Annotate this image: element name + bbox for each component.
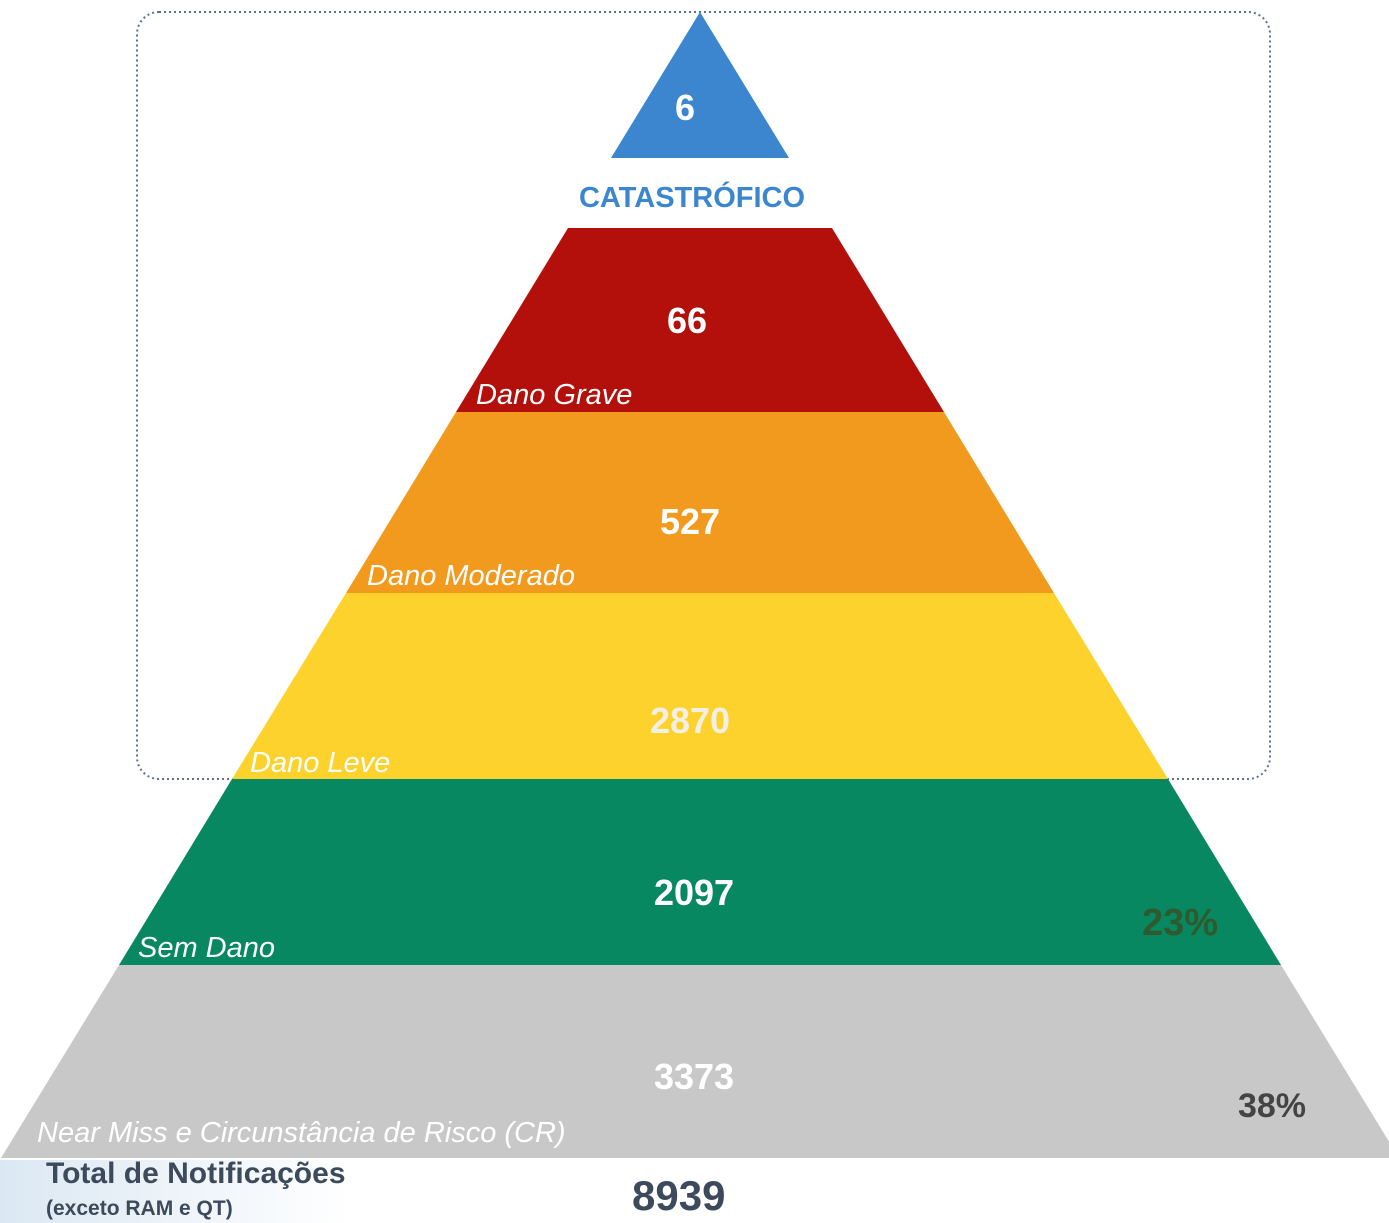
level-label: Dano Leve [250, 747, 390, 779]
level-value: 2097 [654, 872, 734, 913]
level-value: 6 [675, 87, 695, 128]
level-near-miss [1, 965, 1389, 1158]
footer-background [0, 1160, 700, 1223]
level-catastrofico [611, 12, 789, 158]
level-value: 527 [660, 501, 720, 542]
level-dano-grave [456, 228, 944, 412]
total-title: Total de Notificações [46, 1157, 346, 1190]
level-dano-leve [232, 593, 1168, 779]
total-note: (exceto RAM e QT) [46, 1197, 233, 1220]
level-value: 3373 [654, 1056, 734, 1097]
level-sem-dano [119, 779, 1281, 965]
level-value: 2870 [650, 700, 730, 741]
level-percent: 23% [1142, 902, 1218, 944]
level-percent: 38% [1238, 1087, 1306, 1125]
level-dano-moderado [346, 412, 1054, 593]
level-label: Dano Moderado [367, 560, 575, 592]
level-label: Dano Grave [476, 379, 632, 411]
level-value: 66 [667, 300, 707, 341]
level-label: CATASTRÓFICO [579, 180, 805, 214]
total-value: 8939 [632, 1172, 725, 1219]
level-label: Near Miss e Circunstância de Risco (CR) [37, 1117, 566, 1149]
level-label: Sem Dano [138, 932, 275, 964]
